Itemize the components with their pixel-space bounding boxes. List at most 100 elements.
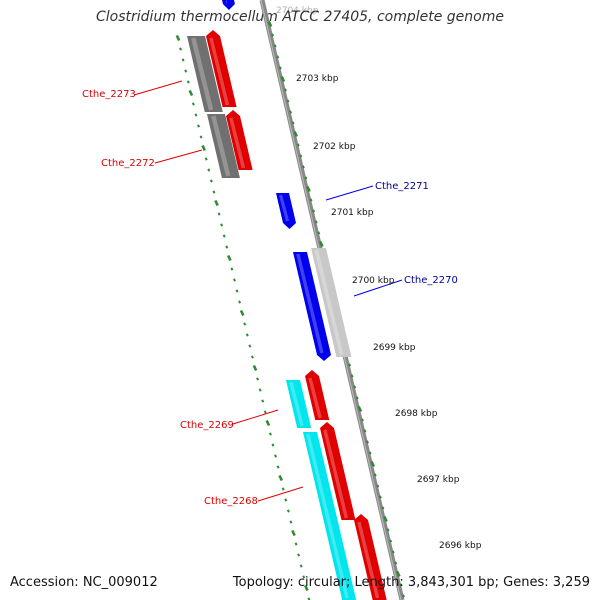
tick-mark-left xyxy=(204,157,208,161)
gene-2271-arrow-shade xyxy=(278,194,290,222)
gene-leader-line xyxy=(325,185,374,201)
tick-mark-left xyxy=(194,113,198,117)
tick-mark-right xyxy=(366,440,369,444)
tick-mark-left xyxy=(265,419,271,427)
tick-mark-left xyxy=(212,190,216,194)
tick-mark-left xyxy=(238,300,242,304)
tick-mark-right xyxy=(378,495,382,499)
gene-2273-arrow xyxy=(206,30,237,107)
tick-mark-left xyxy=(271,443,275,447)
gene-2267-arrow-shade xyxy=(357,521,380,599)
gene-2269-shadow xyxy=(286,380,312,428)
tick-mark-left xyxy=(207,168,211,172)
gene-2270-shadow xyxy=(311,248,352,357)
tick-mark-left xyxy=(243,322,247,326)
tick-mark-right xyxy=(373,473,377,477)
tick-mark-right xyxy=(312,209,316,213)
tick-mark-left xyxy=(217,212,221,216)
gene-leader-line xyxy=(353,279,403,297)
tick-mark-right xyxy=(267,20,273,28)
tick-mark-right xyxy=(370,460,376,468)
tick-mark-right xyxy=(283,88,287,92)
tick-mark-left xyxy=(235,289,239,293)
tick-mark-left xyxy=(201,144,207,152)
tick-mark-right xyxy=(301,165,305,169)
tick-mark-right xyxy=(314,220,318,224)
gene-2268-arrow-shade xyxy=(323,429,349,519)
gene-2272-arrow xyxy=(226,110,253,170)
tick-mark-right xyxy=(273,44,277,48)
gene-2270-arrow xyxy=(293,252,332,361)
tick-mark-left xyxy=(222,234,226,238)
tick-mark-right xyxy=(391,550,395,554)
tick-mark-left xyxy=(286,509,290,513)
kbp-label: 2702 kbp xyxy=(313,142,356,152)
tick-mark-left xyxy=(214,199,219,207)
gene-label[interactable]: Cthe_2270 xyxy=(404,275,458,286)
kbp-label: 2697 kbp xyxy=(417,475,460,485)
tick-mark-right xyxy=(291,121,295,125)
tick-mark-right xyxy=(280,75,286,83)
tick-mark-left xyxy=(230,267,234,271)
tick-mark-left xyxy=(199,135,203,139)
gene-block-top-partial xyxy=(222,0,235,10)
tick-mark-right xyxy=(304,176,308,180)
gene-leader-line xyxy=(232,409,279,425)
tick-mark-left xyxy=(226,254,232,262)
gene-2268-arrow xyxy=(320,422,356,520)
gene-label[interactable]: Cthe_2273 xyxy=(82,89,136,100)
tick-mark-left xyxy=(274,454,277,458)
kbp-label: 2700 kbp xyxy=(352,276,395,286)
gene-2273-shadow-shade xyxy=(191,37,214,111)
tick-mark-left xyxy=(303,584,309,592)
tick-mark-right xyxy=(389,539,393,543)
gene-2270-arrow-shade xyxy=(296,253,324,354)
tick-mark-left xyxy=(181,58,185,62)
gene-label[interactable]: Cthe_2269 xyxy=(180,420,234,431)
gene-leader-line xyxy=(154,149,203,164)
tick-mark-right xyxy=(383,515,388,523)
tick-mark-right xyxy=(394,561,398,565)
kbp-label-top-partial: 2704 kbp xyxy=(276,6,319,16)
tick-mark-left xyxy=(239,309,245,317)
tick-mark-left xyxy=(302,575,306,579)
tick-mark-left xyxy=(294,542,298,546)
gene-2273-arrow-shade xyxy=(209,37,230,106)
tick-mark-right xyxy=(353,385,357,389)
gene-leader-line xyxy=(257,486,304,502)
tick-mark-left xyxy=(268,432,272,436)
kbp-label: 2701 kbp xyxy=(331,208,374,218)
tick-mark-left xyxy=(248,344,252,348)
tick-mark-left xyxy=(188,89,194,97)
tick-mark-left xyxy=(252,364,258,372)
tick-mark-left xyxy=(197,124,200,128)
gene-2267-arrow xyxy=(354,514,387,600)
gene-leader-line xyxy=(133,80,183,96)
tick-mark-right xyxy=(386,528,390,532)
gene-label[interactable]: Cthe_2268 xyxy=(204,496,258,507)
tick-mark-right xyxy=(271,33,275,37)
tick-mark-right xyxy=(296,143,300,147)
gene-2270-shadow-shade xyxy=(314,249,344,356)
gene-2269-shadow-shade xyxy=(289,381,304,427)
tick-mark-left xyxy=(276,465,280,469)
tick-mark-left xyxy=(225,245,229,249)
tick-mark-left xyxy=(299,564,303,568)
kbp-label: 2703 kbp xyxy=(296,74,339,84)
tick-mark-right xyxy=(350,374,354,378)
tick-mark-left xyxy=(175,34,181,42)
tick-mark-right xyxy=(357,405,363,413)
tick-mark-right xyxy=(293,130,299,138)
gene-label[interactable]: Cthe_2272 xyxy=(101,158,155,169)
tick-mark-left xyxy=(250,355,254,359)
tick-mark-left xyxy=(291,529,296,537)
tick-mark-left xyxy=(297,553,301,557)
kbp-label: 2699 kbp xyxy=(373,343,416,353)
gene-label[interactable]: Cthe_2271 xyxy=(375,181,429,192)
tick-mark-left xyxy=(281,487,285,491)
gene-2269-arrow xyxy=(305,370,330,420)
tick-mark-left xyxy=(256,377,260,381)
gene-2268-shadow xyxy=(303,432,357,600)
tick-mark-left xyxy=(220,223,224,227)
tick-mark-left xyxy=(245,333,249,337)
